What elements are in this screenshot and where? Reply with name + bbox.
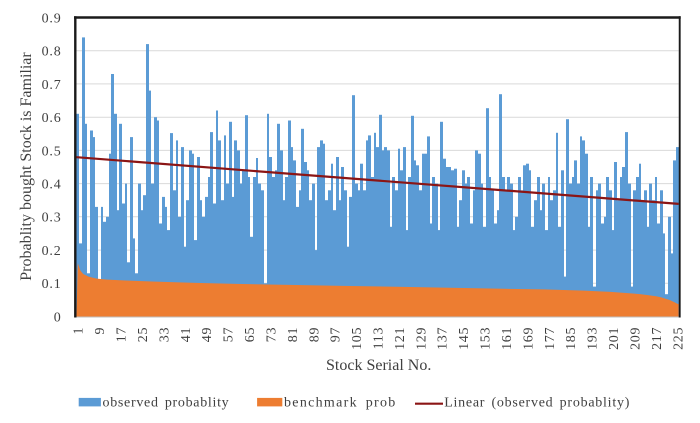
svg-text:0.3: 0.3 <box>42 211 62 226</box>
svg-text:209: 209 <box>628 327 643 350</box>
svg-text:17: 17 <box>115 327 130 342</box>
svg-text:0.2: 0.2 <box>42 244 62 259</box>
svg-text:161: 161 <box>500 327 515 350</box>
svg-text:169: 169 <box>521 327 536 350</box>
svg-text:185: 185 <box>564 327 579 350</box>
svg-text:25: 25 <box>136 327 151 342</box>
svg-text:0.5: 0.5 <box>42 144 62 159</box>
svg-text:57: 57 <box>222 327 237 342</box>
svg-text:49: 49 <box>200 327 215 342</box>
svg-text:217: 217 <box>650 327 665 350</box>
svg-text:177: 177 <box>543 327 558 350</box>
svg-text:0.7: 0.7 <box>42 78 62 93</box>
svg-text:129: 129 <box>414 327 429 350</box>
svg-text:193: 193 <box>586 327 601 350</box>
svg-text:Probablity bought Stock is Fam: Probablity bought Stock is Familiar <box>18 52 35 281</box>
svg-text:73: 73 <box>264 327 279 342</box>
svg-text:137: 137 <box>436 327 451 350</box>
svg-text:1: 1 <box>72 327 87 335</box>
svg-text:81: 81 <box>286 327 301 342</box>
svg-text:0.6: 0.6 <box>42 111 62 126</box>
svg-text:33: 33 <box>157 327 172 342</box>
svg-text:9: 9 <box>93 327 108 335</box>
svg-text:201: 201 <box>607 327 622 350</box>
svg-text:41: 41 <box>179 327 194 342</box>
svg-text:97: 97 <box>329 327 344 342</box>
svg-text:153: 153 <box>479 327 494 350</box>
svg-text:0.9: 0.9 <box>42 11 62 26</box>
svg-text:Stock Serial No.: Stock Serial No. <box>326 357 431 374</box>
svg-text:0.8: 0.8 <box>42 45 62 60</box>
svg-text:121: 121 <box>393 327 408 350</box>
svg-text:105: 105 <box>350 327 365 350</box>
svg-text:113: 113 <box>372 327 387 350</box>
svg-text:observed probablity: observed probablity <box>103 395 230 410</box>
svg-text:0.1: 0.1 <box>42 277 62 292</box>
svg-text:benchmark prob: benchmark prob <box>284 395 397 410</box>
svg-text:65: 65 <box>243 327 258 342</box>
svg-text:145: 145 <box>457 327 472 350</box>
svg-text:0: 0 <box>54 310 62 325</box>
svg-text:89: 89 <box>307 327 322 342</box>
svg-text:0.4: 0.4 <box>42 178 62 193</box>
svg-text:Linear (observed probablity): Linear (observed probablity) <box>444 395 630 410</box>
svg-text:225: 225 <box>671 327 686 350</box>
